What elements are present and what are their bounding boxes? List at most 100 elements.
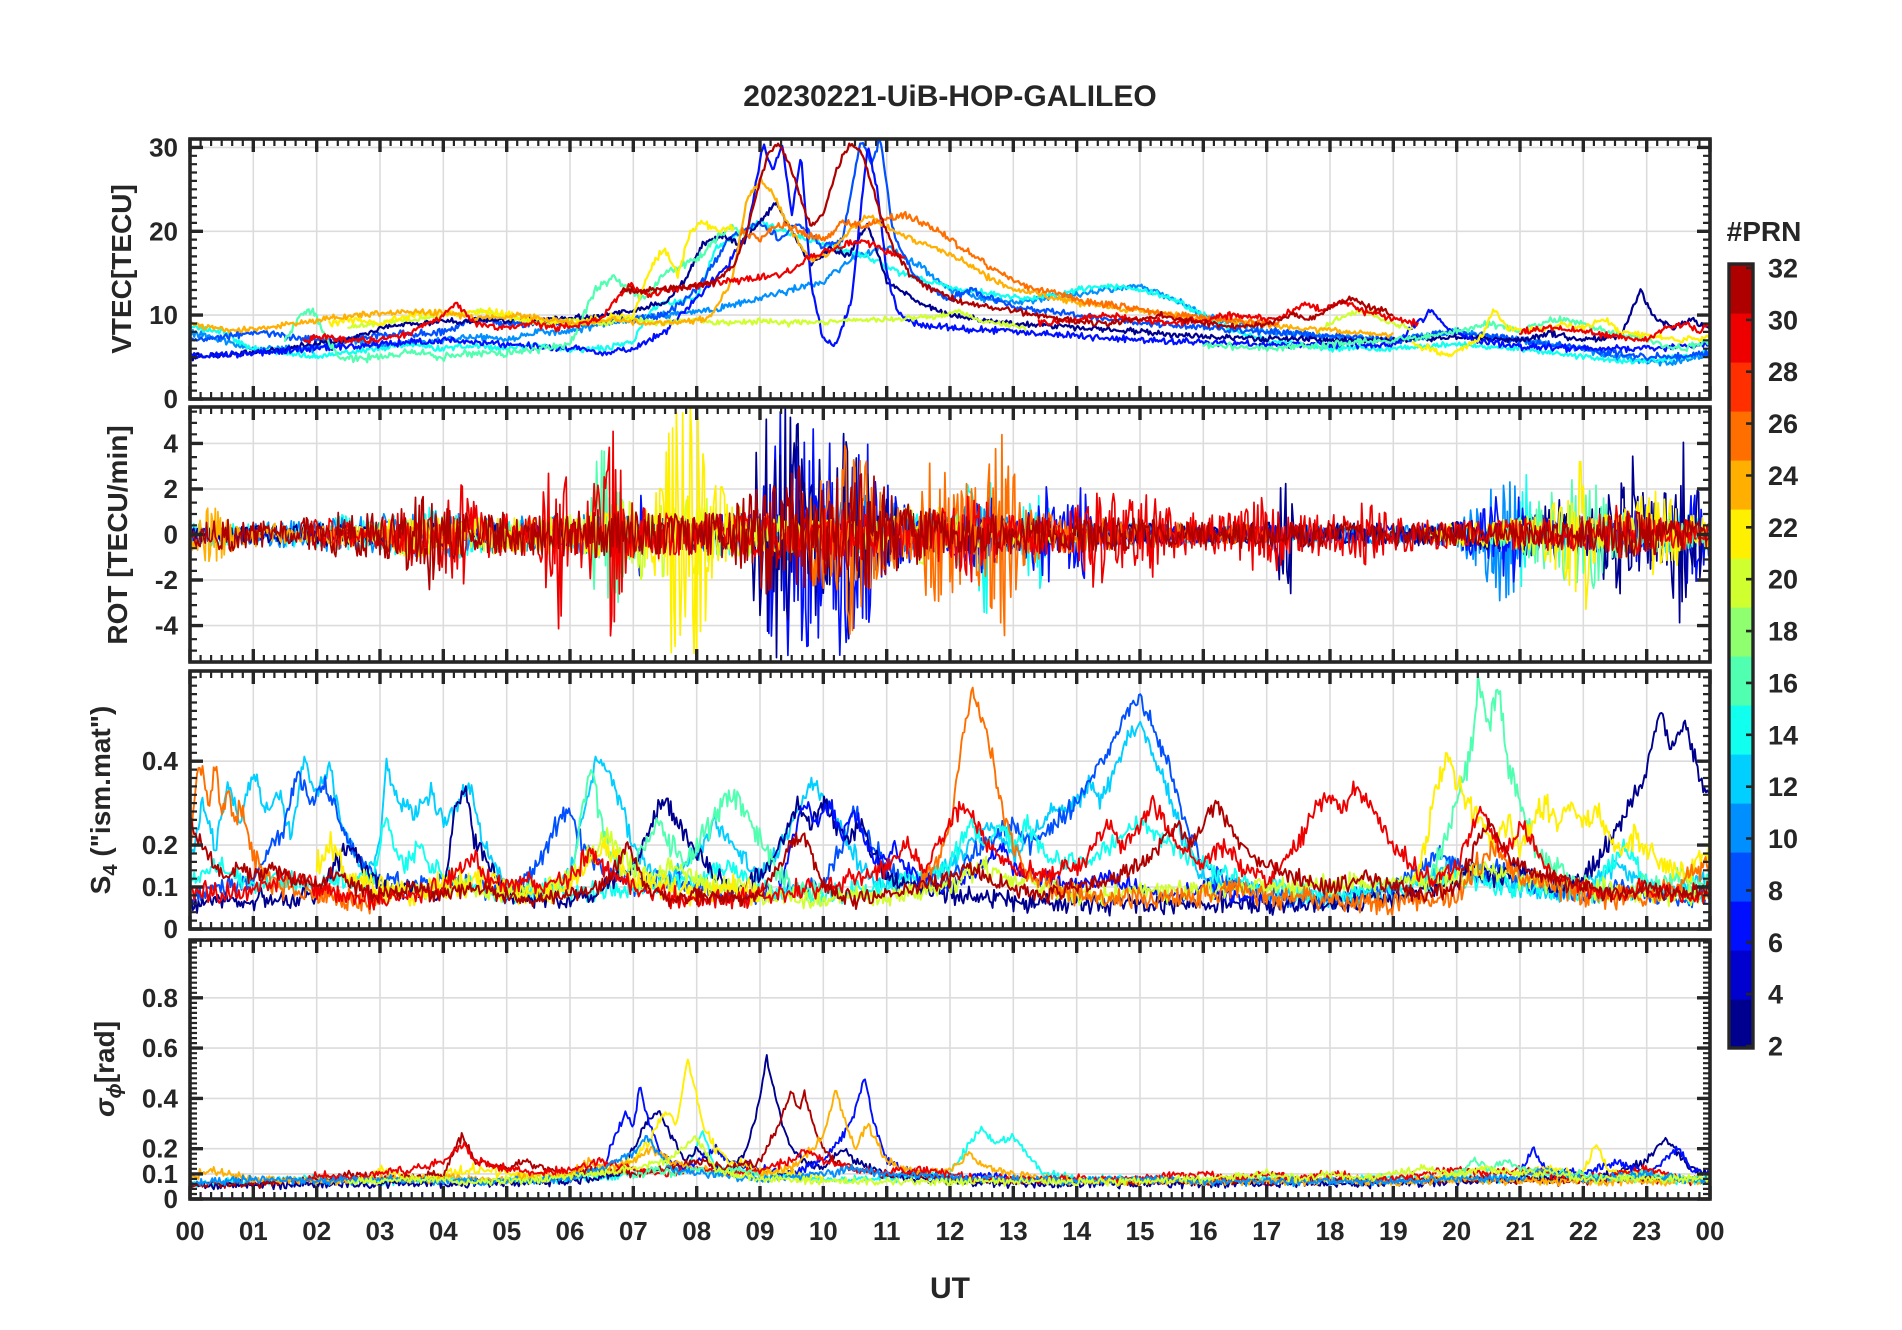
colorbar-ticks xyxy=(1746,266,1753,1048)
x-tick-label: 00 xyxy=(176,1216,205,1246)
panel-s4-minor-ticks xyxy=(190,671,1710,929)
colorbar-tick-label: 18 xyxy=(1768,617,1798,647)
panel-sigma_phi-frame xyxy=(188,938,1712,1201)
colorbar-segment xyxy=(1729,754,1753,804)
series-prn-32-rot xyxy=(190,465,1710,595)
colorbar-frame xyxy=(1727,262,1755,1050)
y-tick-label: 30 xyxy=(149,132,178,162)
x-tick-label: 07 xyxy=(619,1216,648,1246)
series-prn-5-vtec xyxy=(190,143,1710,360)
series-prn-16-vtec xyxy=(283,223,748,364)
series-prn-30-vtec xyxy=(1037,298,1419,328)
x-tick-label: 15 xyxy=(1126,1216,1155,1246)
colorbar-segment xyxy=(1729,460,1753,510)
panel-sigma_phi-grid xyxy=(190,940,1710,1199)
ylabel-s4: S4 ("ism.mat") xyxy=(85,706,123,895)
x-tick-label: 02 xyxy=(302,1216,331,1246)
x-tick-label: 20 xyxy=(1442,1216,1471,1246)
ylabel-vtec: VTEC[TECU] xyxy=(106,184,137,354)
colorbar-segment xyxy=(1729,852,1753,902)
colorbar-segment xyxy=(1729,509,1753,559)
series-prn-30-vtec xyxy=(1518,321,1710,343)
y-tick-label: 0 xyxy=(164,1184,178,1214)
panel-s4-series xyxy=(190,673,1710,917)
x-tick-label: 01 xyxy=(239,1216,268,1246)
y-tick-label: 0.2 xyxy=(142,830,178,860)
panel-s4-frame xyxy=(188,669,1712,931)
x-tick-label: 00 xyxy=(1696,1216,1725,1246)
colorbar-tick-label: 22 xyxy=(1768,513,1798,543)
x-tick-label: 19 xyxy=(1379,1216,1408,1246)
panel-vtec-series xyxy=(190,139,1710,367)
ylabel-rot: ROT [TECU/min] xyxy=(102,425,133,645)
y-tick-label: -2 xyxy=(155,565,178,595)
x-tick-label: 06 xyxy=(556,1216,585,1246)
panel-rot-series xyxy=(190,407,1710,661)
y-tick-label: 0.1 xyxy=(142,872,178,902)
series-prn-26-vtec xyxy=(739,210,1280,328)
colorbar-tick-label: 24 xyxy=(1768,461,1798,491)
ylabel-s4-sub: 4 xyxy=(99,864,122,876)
colorbar-segment xyxy=(1729,705,1753,755)
colorbar-tick-label: 26 xyxy=(1768,409,1798,439)
colorbar-segment xyxy=(1729,558,1753,608)
colorbar-tick-label: 14 xyxy=(1768,720,1798,750)
series-prn-16-sigma_phi xyxy=(632,1165,760,1180)
colorbar-tick-label: 10 xyxy=(1768,824,1798,854)
panel-sigma_phi-series xyxy=(190,1054,1710,1191)
panel-vtec-y-tick-labels: 0 10 20 30 xyxy=(149,132,178,414)
x-tick-label: 23 xyxy=(1632,1216,1661,1246)
colorbar-segment xyxy=(1729,362,1753,412)
x-tick-label: 12 xyxy=(936,1216,965,1246)
colorbar-segment xyxy=(1729,656,1753,706)
y-tick-label: 20 xyxy=(149,216,178,246)
y-tick-label: 0.2 xyxy=(142,1134,178,1164)
colorbar-tick-label: 2 xyxy=(1768,1032,1783,1062)
y-tick-label: 0 xyxy=(164,914,178,944)
panel-rot-y-tick-labels: -4 -2 0 2 4 xyxy=(155,428,179,640)
colorbar-segment xyxy=(1729,803,1753,853)
y-tick-label: 0.1 xyxy=(142,1159,178,1189)
x-tick-label: 10 xyxy=(809,1216,838,1246)
y-tick-label: 2 xyxy=(164,474,178,504)
panel-sigma_phi-minor-ticks xyxy=(190,940,1710,1199)
colorbar-segment xyxy=(1729,950,1753,1000)
series-prn-30-s4 xyxy=(190,780,1710,911)
x-tick-label: 14 xyxy=(1062,1216,1091,1246)
colorbar-segment xyxy=(1729,313,1753,363)
y-tick-label: 0.4 xyxy=(142,1083,179,1113)
x-tick-label: 18 xyxy=(1316,1216,1345,1246)
series-prn-30-vtec xyxy=(302,239,906,345)
ylabel-s4-rest: ("ism.mat") xyxy=(85,705,117,865)
x-tick-label: 21 xyxy=(1506,1216,1535,1246)
colorbar-tick-label: 4 xyxy=(1768,980,1783,1010)
colorbar-tick-label: 16 xyxy=(1768,668,1798,698)
x-tick-label: 08 xyxy=(682,1216,711,1246)
y-tick-label: -4 xyxy=(155,611,179,641)
colorbar-segment xyxy=(1729,264,1753,314)
ylabel-sigma-rest: [rad] xyxy=(89,1020,121,1084)
x-tick-labels: 00 01 02 03 04 05 06 07 08 09 10 11 12 13 14 15 16 17 18 19… xyxy=(176,1216,1725,1246)
colorbar-tick-label: 12 xyxy=(1768,772,1798,802)
panel-sigma_phi-y-tick-labels: 00.10.2 0.4 0.6 0.8 xyxy=(142,983,179,1214)
colorbar-segment xyxy=(1729,411,1753,461)
y-tick-label: 0 xyxy=(164,384,178,414)
colorbar-tick-label: 30 xyxy=(1768,305,1798,335)
ylabel-s4-main: S xyxy=(85,875,117,895)
colorbar-title: #PRN xyxy=(1726,216,1802,247)
ylabel-sigma-phi: σϕ[rad] xyxy=(89,1021,127,1117)
x-tick-label: 03 xyxy=(366,1216,395,1246)
x-tick-label: 22 xyxy=(1569,1216,1598,1246)
x-tick-label: 05 xyxy=(492,1216,521,1246)
colorbar-tick-label: 8 xyxy=(1768,876,1783,906)
series-prn-32-vtec xyxy=(619,142,1394,330)
colorbar-tick-label: 6 xyxy=(1768,928,1783,958)
panel-rot-frame xyxy=(188,405,1712,664)
panel-s4-y-tick-labels: 0 0.1 0.2 0.4 xyxy=(142,746,179,944)
x-tick-label: 11 xyxy=(873,1216,901,1246)
colorbar-tick-label: 32 xyxy=(1768,254,1798,284)
series-prn-21-vtec xyxy=(1411,308,1710,358)
